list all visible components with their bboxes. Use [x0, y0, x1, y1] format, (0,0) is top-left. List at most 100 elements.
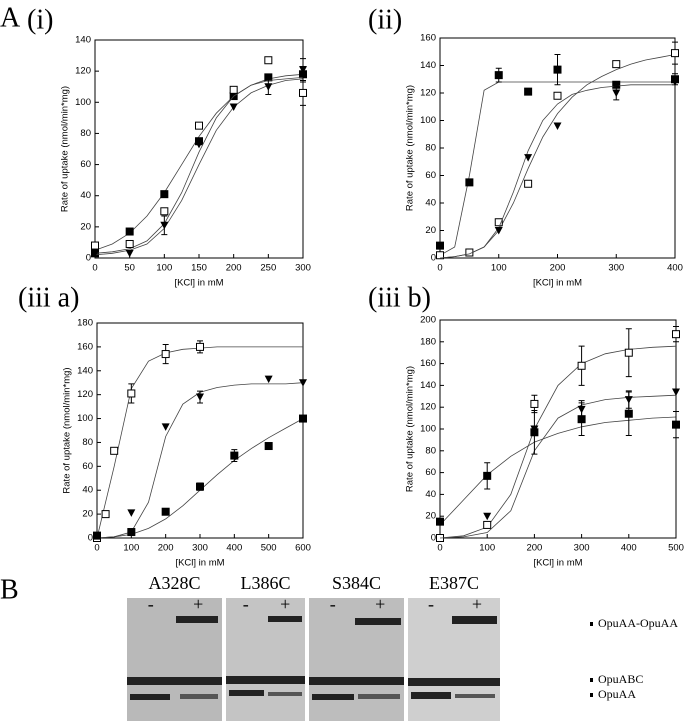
point — [196, 393, 204, 402]
lane-minus: - — [428, 594, 434, 614]
point — [264, 375, 273, 384]
x-tick-label: 100 — [156, 263, 172, 274]
point — [229, 85, 238, 94]
point — [483, 512, 492, 521]
point — [624, 348, 633, 357]
y-tick-label: 80 — [425, 445, 436, 456]
lane-plus: + — [280, 594, 290, 614]
y-tick-label: 120 — [420, 88, 436, 99]
lane-plus: + — [375, 594, 385, 614]
y-tick-label: 20 — [425, 511, 436, 522]
x-tick-label: 300 — [192, 543, 208, 554]
point — [91, 241, 99, 250]
gel-band — [312, 694, 354, 700]
y-tick-label: 40 — [82, 485, 93, 496]
point — [672, 330, 680, 339]
x-tick-label: 200 — [158, 543, 174, 554]
point — [160, 207, 169, 216]
point — [612, 89, 621, 97]
point — [299, 88, 307, 97]
point — [577, 361, 586, 370]
fit-curve — [96, 382, 304, 539]
point — [160, 221, 169, 230]
x-tick-label: 300 — [574, 543, 590, 554]
point — [494, 71, 503, 80]
y-tick-label: 60 — [82, 461, 93, 472]
y-tick-label: 200 — [420, 315, 436, 326]
y-tick-label: 80 — [80, 128, 91, 139]
point — [671, 49, 679, 58]
fit-curve — [439, 345, 677, 539]
point — [672, 388, 680, 396]
panel-label: (ii) — [368, 4, 402, 35]
point — [264, 442, 273, 451]
gel-band — [226, 676, 305, 684]
point — [195, 140, 203, 149]
y-tick-label: 160 — [420, 33, 436, 44]
point — [91, 249, 99, 258]
fit-curve — [439, 81, 675, 256]
y-tick-label: 0 — [86, 253, 91, 264]
y-tick-label: 20 — [80, 221, 91, 232]
point — [671, 78, 679, 86]
point — [195, 121, 203, 130]
lane-minus: - — [330, 594, 336, 614]
point — [127, 509, 136, 517]
point — [553, 122, 562, 130]
y-tick-label: 20 — [425, 225, 436, 236]
gel-panel — [309, 598, 404, 721]
point — [125, 239, 134, 248]
gel-band — [127, 677, 222, 685]
y-tick-label: 0 — [431, 253, 436, 264]
x-tick-label: 200 — [526, 543, 542, 554]
point — [264, 83, 273, 91]
point — [196, 342, 204, 351]
point — [465, 178, 474, 187]
point — [436, 251, 444, 260]
point — [110, 446, 119, 455]
y-tick-label: 60 — [425, 467, 436, 478]
fit-curve — [439, 416, 677, 526]
point — [524, 179, 533, 188]
gel-band — [229, 690, 264, 696]
y-tick-label: 40 — [425, 489, 436, 500]
x-tick-label: 500 — [261, 543, 277, 554]
gel-band — [130, 694, 170, 700]
panel-label: (iii b) — [368, 282, 431, 313]
y-tick-label: 80 — [425, 143, 436, 154]
point — [93, 531, 101, 540]
x-tick-label: 200 — [226, 263, 242, 274]
y-tick-label: 60 — [80, 159, 91, 170]
lane-minus: - — [148, 594, 154, 614]
lane-minus: - — [243, 594, 249, 614]
gel-band — [355, 618, 401, 625]
gel-band — [309, 677, 404, 685]
y-tick-label: 120 — [77, 389, 93, 400]
point — [230, 451, 239, 460]
point — [577, 415, 586, 424]
x-tick-label: 150 — [191, 263, 207, 274]
band-marker — [590, 678, 593, 682]
y-tick-label: 60 — [425, 170, 436, 181]
panel-label: A — [0, 2, 21, 33]
plot-frame — [439, 319, 677, 539]
point — [436, 241, 444, 250]
point — [553, 65, 562, 74]
y-tick-label: 180 — [420, 336, 436, 347]
x-tick-label: 200 — [550, 263, 566, 274]
x-tick-label: 300 — [295, 263, 311, 274]
point — [299, 66, 307, 74]
x-tick-label: 250 — [260, 263, 276, 274]
gel-band — [268, 616, 302, 622]
fit-curve — [439, 84, 675, 259]
x-tick-label: 0 — [437, 543, 442, 554]
plot-frame — [96, 322, 304, 539]
point — [483, 471, 492, 480]
y-tick-label: 120 — [420, 402, 436, 413]
y-tick-label: 0 — [88, 533, 93, 544]
point — [494, 227, 503, 235]
y-axis-label: Rate of uptake (nmol/min*mg) — [405, 85, 416, 211]
point — [524, 154, 533, 162]
